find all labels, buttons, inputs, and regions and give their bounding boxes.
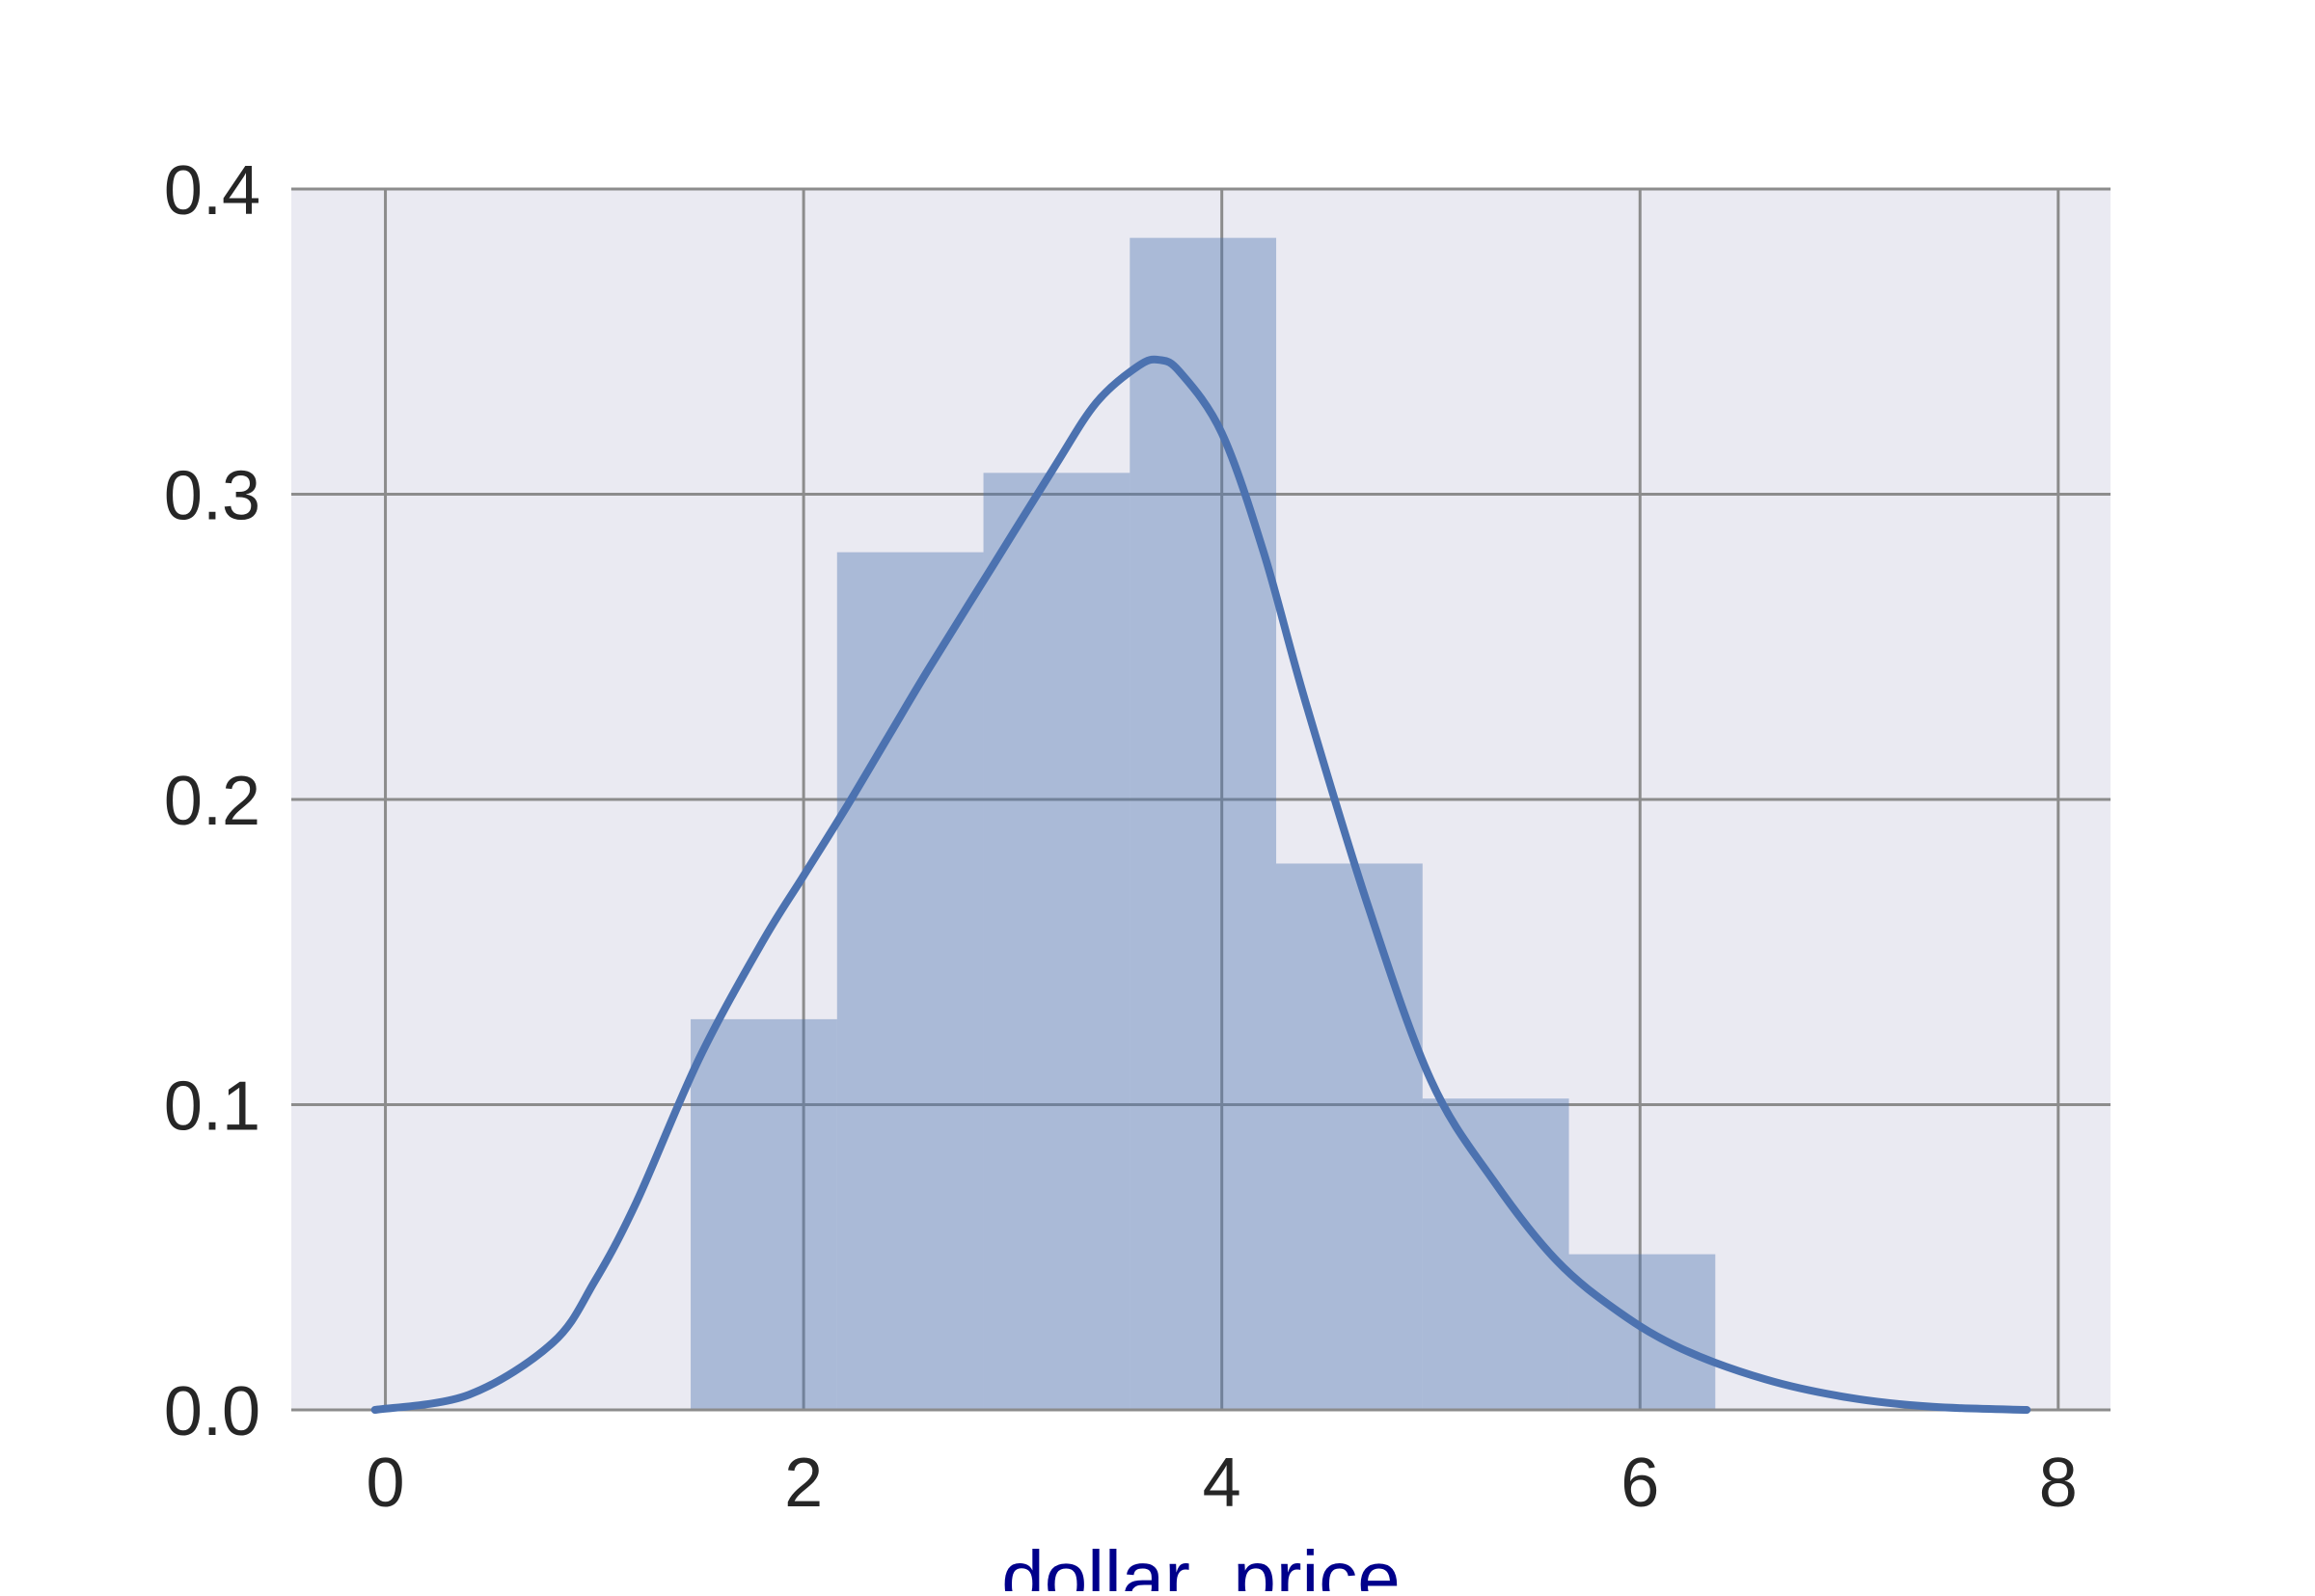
histogram-bar-4	[1276, 863, 1423, 1410]
x-tick-label-1: 2	[784, 1445, 823, 1522]
x-tick-label-0: 0	[367, 1445, 405, 1522]
y-tick-label-0: 0.0	[164, 1373, 260, 1450]
histogram-bar-0	[691, 1018, 837, 1410]
x-tick-label-2: 4	[1203, 1445, 1241, 1522]
kde-curve	[370, 355, 2031, 1414]
x-tick-label-3: 6	[1620, 1445, 1659, 1522]
x-tick-label-4: 8	[2039, 1445, 2078, 1522]
histogram-bar-3	[1130, 237, 1277, 1410]
x-tick-labels: 0 2 4 6 8	[367, 1445, 2078, 1522]
x-axis-title: dollar_price	[1001, 1535, 1401, 1591]
y-tick-labels: 0.0 0.1 0.2 0.3 0.4	[164, 152, 260, 1450]
histogram-bars	[691, 237, 1716, 1411]
y-tick-label-1: 0.1	[164, 1069, 260, 1146]
y-tick-label-3: 0.3	[164, 458, 260, 535]
y-tick-label-2: 0.2	[164, 763, 260, 840]
y-tick-label-4: 0.4	[164, 152, 260, 230]
histogram-bar-6	[1568, 1254, 1716, 1410]
histogram-bar-5	[1422, 1098, 1569, 1410]
histogram-bar-2	[983, 473, 1130, 1411]
histogram-bar-1	[836, 552, 984, 1410]
kde-curve-group	[370, 355, 2031, 1414]
